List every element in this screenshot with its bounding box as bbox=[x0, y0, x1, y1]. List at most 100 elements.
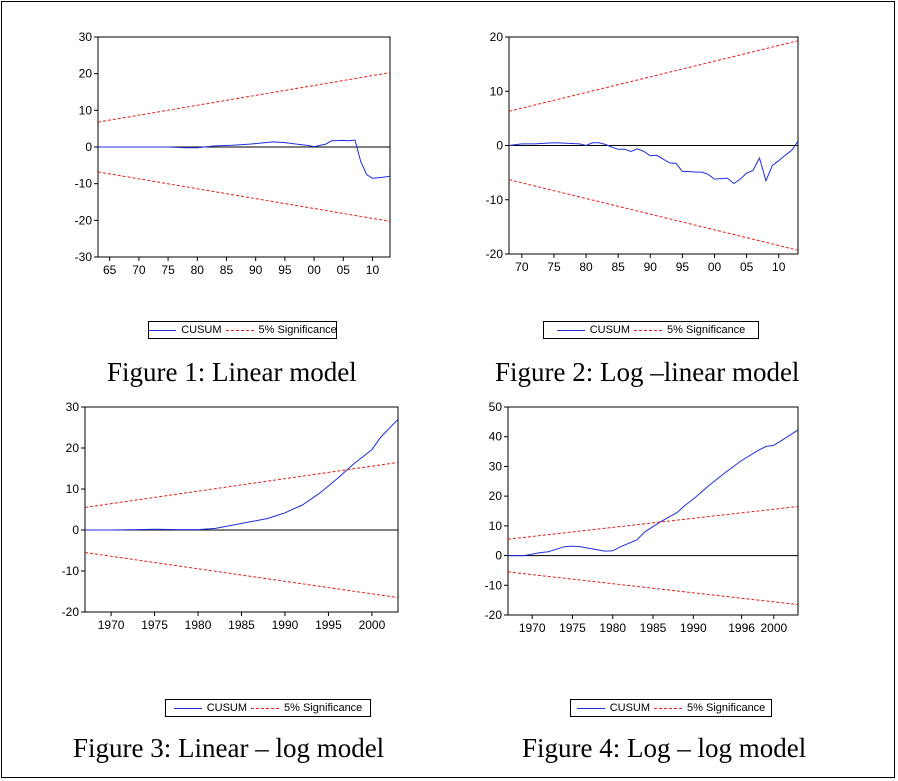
legend-label-significance: 5% Significance bbox=[667, 324, 746, 336]
cusum-line bbox=[98, 139, 391, 179]
significance-line-swatch bbox=[654, 707, 683, 709]
y-tick-label: 20 bbox=[66, 441, 80, 455]
y-tick-label: -20 bbox=[486, 247, 504, 261]
y-tick-label: 50 bbox=[489, 400, 503, 414]
legend-label-cusum: CUSUM bbox=[206, 702, 248, 714]
significance-line-swatch bbox=[634, 329, 663, 331]
significance-lower-line bbox=[507, 571, 799, 606]
x-tick-label: 05 bbox=[337, 263, 351, 277]
legend-label-cusum: CUSUM bbox=[181, 324, 222, 336]
x-tick-label: 1980 bbox=[185, 618, 212, 632]
x-tick-label: 1975 bbox=[559, 621, 586, 635]
x-tick-label: 80 bbox=[191, 263, 205, 277]
legend-item-cusum: CUSUM bbox=[556, 324, 631, 336]
legend-item-cusum: CUSUM bbox=[148, 324, 222, 336]
y-tick-label: 10 bbox=[489, 519, 503, 533]
legend-label-significance: 5% Significance bbox=[284, 702, 363, 714]
x-tick-label: 80 bbox=[579, 260, 593, 274]
x-tick-label: 1980 bbox=[599, 621, 626, 635]
x-tick-label: 85 bbox=[220, 263, 234, 277]
x-tick-label: 1975 bbox=[141, 618, 168, 632]
y-tick-label: 20 bbox=[79, 67, 93, 81]
x-tick-label: 70 bbox=[515, 260, 529, 274]
legend-4: CUSUM 5% Significance bbox=[570, 699, 772, 717]
x-tick-label: 10 bbox=[366, 263, 380, 277]
y-tick-label: 0 bbox=[496, 139, 503, 153]
y-tick-label: -10 bbox=[486, 193, 504, 207]
legend-item-significance: 5% Significance bbox=[251, 702, 362, 714]
x-tick-label: 95 bbox=[676, 260, 690, 274]
x-tick-label: 75 bbox=[547, 260, 561, 274]
legend-item-significance: 5% Significance bbox=[634, 324, 745, 336]
x-tick-label: 90 bbox=[644, 260, 658, 274]
legend-label-significance: 5% Significance bbox=[687, 702, 766, 714]
x-tick-label: 10 bbox=[772, 260, 786, 274]
y-tick-label: -10 bbox=[485, 578, 503, 592]
significance-lower-line bbox=[97, 171, 391, 222]
y-tick-label: 30 bbox=[66, 400, 80, 414]
x-tick-label: 05 bbox=[740, 260, 754, 274]
y-tick-label: 40 bbox=[489, 430, 503, 444]
significance-upper-line bbox=[84, 461, 399, 508]
cusum-line bbox=[85, 418, 399, 531]
significance-upper-line bbox=[507, 506, 799, 540]
cusum-line-swatch bbox=[173, 707, 202, 709]
legend-label-cusum: CUSUM bbox=[589, 324, 631, 336]
x-tick-label: 00 bbox=[307, 263, 321, 277]
significance-line-swatch bbox=[251, 707, 280, 709]
x-tick-label: 2000 bbox=[760, 621, 787, 635]
x-tick-label: 1985 bbox=[640, 621, 667, 635]
cusum-line bbox=[508, 429, 799, 557]
cusum-line-swatch bbox=[148, 329, 177, 331]
significance-line-swatch bbox=[225, 329, 254, 331]
x-tick-label: 1995 bbox=[315, 618, 342, 632]
y-tick-label: 30 bbox=[79, 30, 93, 44]
y-tick-label: -20 bbox=[75, 213, 93, 227]
x-tick-label: 1970 bbox=[98, 618, 125, 632]
x-tick-label: 00 bbox=[708, 260, 722, 274]
legend-3: CUSUM 5% Significance bbox=[165, 699, 371, 717]
x-tick-label: 70 bbox=[132, 263, 146, 277]
cusum-line-swatch bbox=[576, 707, 605, 709]
legend-2: CUSUM 5% Significance bbox=[543, 321, 759, 339]
significance-lower-line bbox=[84, 552, 399, 599]
plot-frame bbox=[507, 406, 799, 616]
significance-upper-line bbox=[508, 40, 799, 112]
x-tick-label: 85 bbox=[611, 260, 625, 274]
y-tick-label: 10 bbox=[490, 84, 504, 98]
significance-upper-line bbox=[97, 72, 391, 123]
legend-item-cusum: CUSUM bbox=[173, 702, 248, 714]
cusum-line-swatch bbox=[556, 329, 585, 331]
x-tick-label: 1990 bbox=[272, 618, 299, 632]
y-tick-label: 0 bbox=[85, 140, 92, 154]
x-tick-label: 65 bbox=[103, 263, 117, 277]
y-tick-label: 10 bbox=[66, 482, 80, 496]
y-tick-label: -20 bbox=[62, 605, 80, 619]
y-tick-label: 20 bbox=[490, 30, 504, 44]
x-tick-label: 1990 bbox=[680, 621, 707, 635]
y-tick-label: -10 bbox=[75, 177, 93, 191]
caption-fig2: Figure 2: Log –linear model bbox=[495, 357, 800, 387]
caption-fig4: Figure 4: Log – log model bbox=[522, 733, 807, 763]
y-tick-label: 20 bbox=[489, 489, 503, 503]
x-tick-label: 75 bbox=[161, 263, 175, 277]
y-tick-label: 30 bbox=[489, 459, 503, 473]
x-tick-label: 90 bbox=[249, 263, 263, 277]
y-tick-label: 0 bbox=[495, 549, 502, 563]
caption-fig3: Figure 3: Linear – log model bbox=[73, 733, 385, 763]
legend-item-significance: 5% Significance bbox=[654, 702, 765, 714]
x-tick-label: 95 bbox=[278, 263, 292, 277]
significance-lower-line bbox=[508, 179, 799, 251]
legend-item-significance: 5% Significance bbox=[225, 324, 337, 336]
cusum-line bbox=[508, 140, 799, 185]
x-tick-label: 1985 bbox=[228, 618, 255, 632]
legend-label-significance: 5% Significance bbox=[258, 324, 337, 336]
legend-item-cusum: CUSUM bbox=[576, 702, 650, 714]
y-tick-label: 0 bbox=[72, 523, 79, 537]
y-tick-label: -20 bbox=[485, 608, 503, 622]
